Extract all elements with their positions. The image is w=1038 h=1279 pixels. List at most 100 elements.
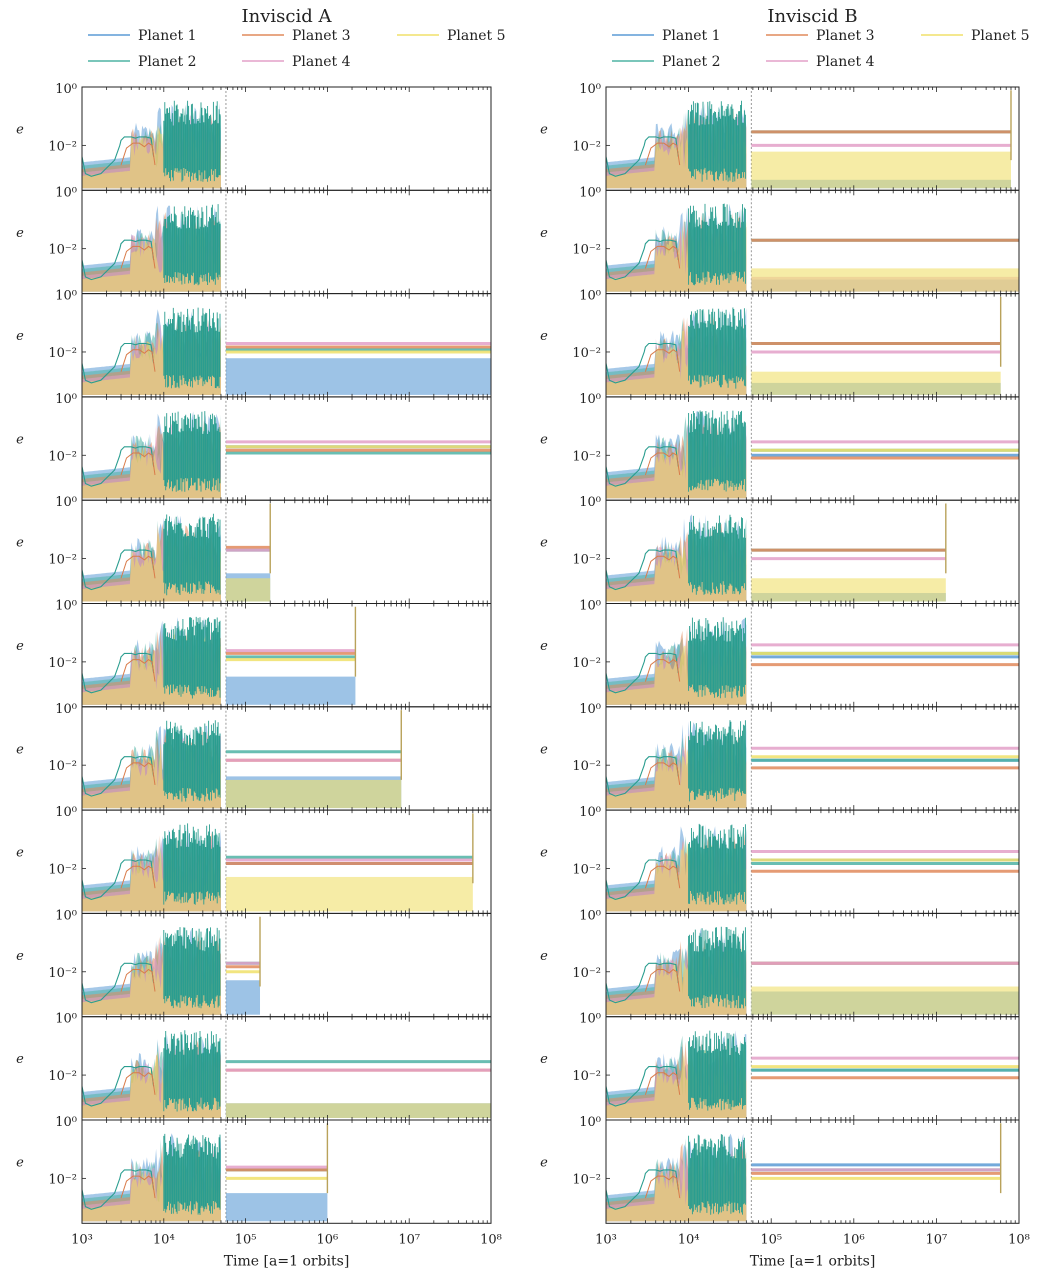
y-axis-label: e (540, 846, 548, 861)
planet-3-early-trace (120, 245, 156, 269)
planet-2-spikes (163, 513, 221, 596)
y-tick-label: 10⁰ (579, 599, 601, 614)
planet-2-spikes (163, 204, 221, 286)
planet-3-early-trace (644, 1072, 681, 1095)
panel: 10⁻² 10⁰ e (540, 1012, 1020, 1121)
planet-2-spikes (688, 100, 746, 182)
legend-entry: Planet 5 (971, 28, 1030, 44)
planet-2-early-trace (606, 136, 679, 177)
y-tick-label: 10⁻² (48, 656, 77, 671)
y-tick-label: 10⁰ (55, 908, 77, 923)
planet-2-spikes (688, 720, 746, 802)
y-tick-label: 10⁻² (48, 553, 77, 568)
y-tick-label: 10⁰ (55, 392, 77, 407)
late-band-planet-1 (225, 358, 491, 395)
late-band-planet-5 (225, 779, 402, 809)
planet-3-early-trace (644, 452, 681, 476)
late-band-planet-5 (751, 371, 1001, 395)
legend-entry: Planet 2 (662, 54, 721, 70)
planet-3-early-trace (120, 865, 156, 889)
y-tick-label: 10⁰ (579, 908, 601, 923)
panel: 10⁻² 10⁰ e (16, 1012, 492, 1121)
planet-2-early-trace (606, 549, 679, 591)
y-axis-label: e (540, 329, 548, 344)
y-tick-label: 10⁰ (55, 805, 77, 820)
planet-2-spikes (688, 307, 746, 389)
planet-2-early-trace (606, 962, 679, 1004)
legend-entry: Planet 4 (816, 54, 875, 70)
y-tick-label: 10⁰ (579, 392, 601, 407)
late-band-planet-5 (225, 876, 473, 912)
planet-2-early-trace (606, 1169, 679, 1210)
column-title: Inviscid A (242, 6, 333, 27)
panel: 10⁻² 10⁰ e (540, 908, 1020, 1018)
y-tick-label: 10⁻² (48, 1069, 77, 1084)
y-tick-label: 10⁻² (48, 759, 77, 774)
planet-2-spikes (163, 927, 221, 1009)
y-tick-label: 10⁻² (572, 656, 601, 671)
panel-frame (81, 1119, 492, 1224)
planet-3-early-trace (120, 1072, 156, 1095)
planet-2-early-trace (82, 342, 155, 384)
x-tick-label: 10⁷ (926, 1232, 948, 1247)
panel: 10⁻² 10⁰ e (16, 185, 492, 295)
y-axis-label: e (16, 639, 24, 654)
late-band-planet-5 (751, 268, 1019, 292)
y-axis-label: e (16, 1155, 24, 1170)
panel: 10⁻² 10⁰ e (540, 289, 1020, 398)
legend-entry: Planet 4 (292, 54, 351, 70)
y-tick-label: 10⁻² (48, 1172, 77, 1187)
late-band-planet-5 (225, 1103, 491, 1118)
late-band-planet-5 (751, 986, 1019, 1015)
planet-2-spikes (688, 823, 746, 905)
y-axis-label: e (16, 536, 24, 551)
planet-2-early-trace (82, 1169, 155, 1210)
planet-2-spikes (688, 1030, 746, 1111)
y-axis-label: e (16, 742, 24, 757)
y-tick-label: 10⁻² (48, 966, 77, 981)
planet-2-spikes (163, 411, 221, 492)
panel: 10⁻² 10⁰ e (16, 289, 492, 398)
planet-2-early-trace (606, 859, 679, 900)
y-tick-label: 10⁰ (55, 1012, 77, 1027)
y-tick-label: 10⁻² (572, 449, 601, 464)
planet-3-early-trace (120, 762, 156, 786)
late-band-planet-1 (225, 980, 261, 1015)
planet-2-early-trace (82, 652, 155, 694)
panel: 10⁻² 10⁰ e (540, 185, 1020, 295)
panel-frame (605, 1119, 1020, 1224)
late-band-planet-5 (751, 151, 1011, 189)
y-tick-label: 10⁻² (572, 346, 601, 361)
y-tick-label: 10⁻² (572, 759, 601, 774)
panel: 10⁻² 10⁰ e (540, 702, 1020, 811)
y-axis-label: e (540, 1155, 548, 1170)
y-tick-label: 10⁰ (579, 82, 601, 97)
legend-entry: Planet 2 (138, 54, 197, 70)
y-tick-label: 10⁰ (579, 495, 601, 510)
y-axis-label: e (16, 949, 24, 964)
planet-2-spikes (688, 410, 746, 492)
y-tick-label: 10⁰ (579, 805, 601, 820)
panel: 10⁻² 10⁰ e (16, 702, 492, 811)
y-tick-label: 10⁰ (55, 599, 77, 614)
planet-3-early-trace (120, 658, 156, 682)
early-evolution-band (606, 430, 747, 499)
x-tick-label: 10⁷ (398, 1232, 420, 1247)
panel: 10⁻² 10⁰ e (16, 392, 492, 501)
x-tick-label: 10⁸ (480, 1232, 502, 1247)
planet-2-early-trace (82, 239, 155, 281)
planet-2-spikes (163, 1030, 221, 1112)
y-tick-label: 10⁰ (55, 289, 77, 304)
planet-3-early-trace (644, 1175, 681, 1199)
y-axis-label: e (540, 226, 548, 241)
y-tick-label: 10⁻² (572, 1172, 601, 1187)
planet-2-early-trace (82, 446, 155, 487)
x-tick-label: 10⁵ (235, 1232, 257, 1247)
planet-2-spikes (163, 720, 221, 802)
y-tick-label: 10⁰ (579, 1115, 601, 1130)
y-axis-label: e (540, 639, 548, 654)
y-tick-label: 10⁻² (48, 243, 77, 258)
y-axis-label: e (540, 1052, 548, 1067)
panel: 10⁻² 10⁰ e (540, 599, 1020, 708)
